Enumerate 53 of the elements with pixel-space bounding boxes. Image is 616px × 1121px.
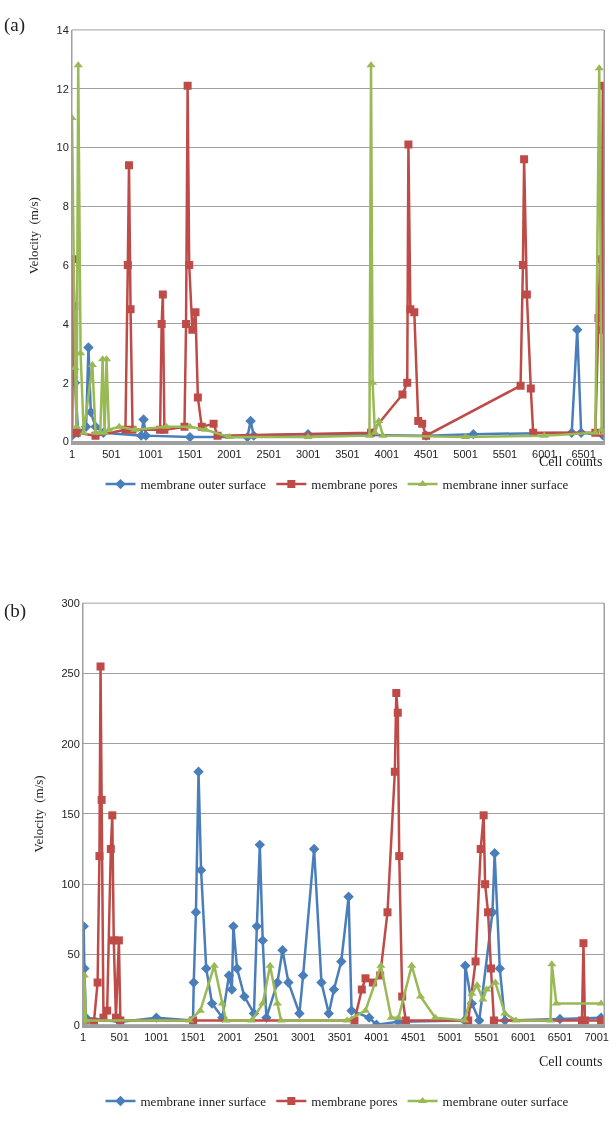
x-tick-label: 2001 <box>217 1030 243 1043</box>
x-tick-label: 5001 <box>453 447 478 460</box>
y-axis-title: Velocity (m/s) <box>31 775 47 853</box>
legend-label: membrane inner surface <box>140 1094 267 1110</box>
y-tick-label: 8 <box>62 200 69 213</box>
x-tick-label: 501 <box>102 447 121 460</box>
x-tick-label: 1501 <box>180 1030 206 1043</box>
chart-title: (b) <box>4 600 27 622</box>
x-tick-label: 1 <box>79 1030 87 1043</box>
x-tick-label: 2501 <box>254 1030 279 1043</box>
x-tick-label: 3001 <box>290 1030 316 1043</box>
x-tick-label: 4001 <box>364 1030 389 1043</box>
y-tick-label: 50 <box>67 948 80 961</box>
legend-label: membrane outer surface <box>140 477 267 493</box>
x-tick-label: 2001 <box>217 447 242 460</box>
x-tick-label: 4501 <box>401 1030 426 1043</box>
legend-label: membrane pores <box>311 477 398 493</box>
y-tick-label: 300 <box>61 597 80 610</box>
y-tick-label: 200 <box>61 737 80 750</box>
legend-label: membrane inner surface <box>442 477 569 493</box>
legend-label: membrane pores <box>311 1094 398 1110</box>
y-tick-label: 6 <box>62 258 69 271</box>
y-tick-label: 12 <box>56 82 69 95</box>
x-tick-label: 3001 <box>295 447 321 460</box>
y-tick-label: 2 <box>62 376 69 389</box>
x-tick-label: 501 <box>110 1030 129 1043</box>
x-axis-title: Cell counts <box>539 1054 603 1069</box>
x-tick-label: 7001 <box>584 1030 609 1043</box>
x-tick-label: 6001 <box>511 1030 536 1043</box>
chart-title: (a) <box>4 14 26 36</box>
x-tick-label: 2501 <box>256 447 282 460</box>
y-tick-label: 14 <box>56 23 69 36</box>
y-tick-label: 10 <box>56 141 69 154</box>
y-tick-label: 250 <box>61 667 80 680</box>
y-tick-label: 4 <box>62 317 69 330</box>
x-tick-label: 1001 <box>144 1030 169 1043</box>
y-tick-label: 100 <box>61 878 80 891</box>
x-tick-label: 5501 <box>492 447 518 460</box>
x-tick-label: 4001 <box>374 447 400 460</box>
x-tick-label: 3501 <box>327 1030 353 1043</box>
y-tick-label: 0 <box>62 435 69 448</box>
y-axis-title: Velocity (m/s) <box>26 197 42 275</box>
x-tick-label: 1 <box>68 447 76 460</box>
x-tick-label: 1501 <box>177 447 203 460</box>
legend-label: membrane outer surface <box>442 1094 569 1110</box>
x-tick-label: 5001 <box>437 1030 463 1043</box>
y-tick-label: 150 <box>61 807 80 820</box>
y-tick-label: 0 <box>73 1018 80 1031</box>
x-tick-label: 6501 <box>547 1030 573 1043</box>
x-tick-label: 5501 <box>474 1030 499 1043</box>
x-tick-label: 3501 <box>335 447 360 460</box>
x-tick-label: 4501 <box>413 447 439 460</box>
x-tick-label: 1001 <box>138 447 163 460</box>
